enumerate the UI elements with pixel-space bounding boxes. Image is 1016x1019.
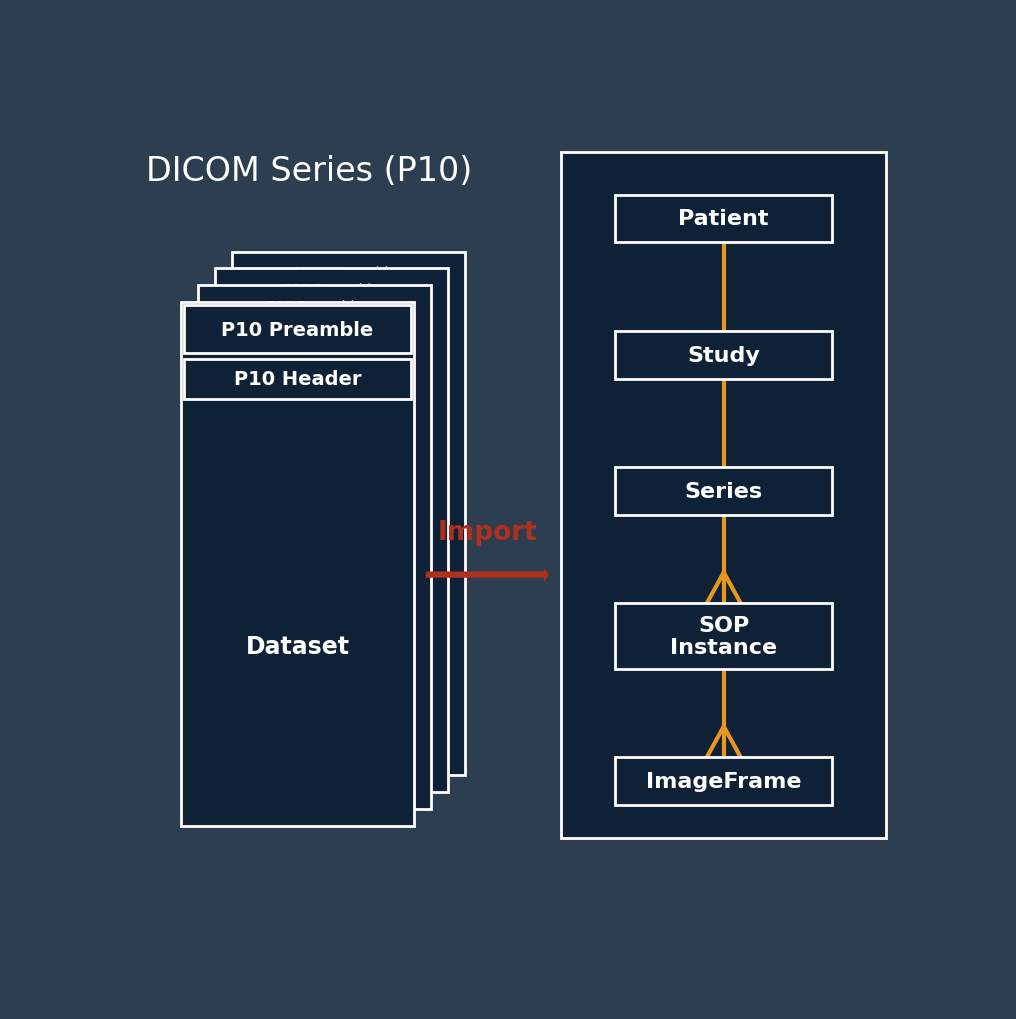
FancyBboxPatch shape [616, 604, 832, 669]
Text: ImageFrame: ImageFrame [646, 771, 802, 792]
Text: P10 Preamble: P10 Preamble [301, 266, 396, 280]
FancyBboxPatch shape [184, 360, 410, 399]
FancyBboxPatch shape [184, 306, 410, 354]
Text: Series: Series [685, 482, 763, 501]
FancyBboxPatch shape [616, 331, 832, 379]
FancyBboxPatch shape [616, 758, 832, 805]
FancyBboxPatch shape [616, 468, 832, 516]
FancyBboxPatch shape [233, 253, 465, 775]
Text: P10 Preamble: P10 Preamble [221, 321, 374, 339]
FancyBboxPatch shape [181, 303, 414, 826]
Text: P10 Preamble: P10 Preamble [266, 300, 363, 314]
Text: Patient: Patient [679, 209, 769, 229]
FancyBboxPatch shape [561, 153, 887, 838]
Text: Study: Study [687, 345, 760, 366]
Text: Dataset: Dataset [246, 635, 350, 659]
Text: Import: Import [438, 520, 537, 546]
Text: SOP
Instance: SOP Instance [671, 615, 777, 657]
FancyBboxPatch shape [198, 286, 431, 809]
Text: ImageSet: ImageSet [634, 155, 813, 187]
FancyBboxPatch shape [215, 269, 448, 793]
Text: P10 Header: P10 Header [234, 370, 362, 388]
Text: DICOM Series (P10): DICOM Series (P10) [146, 155, 472, 187]
Text: P10 Preamble: P10 Preamble [283, 283, 380, 297]
FancyBboxPatch shape [616, 196, 832, 244]
